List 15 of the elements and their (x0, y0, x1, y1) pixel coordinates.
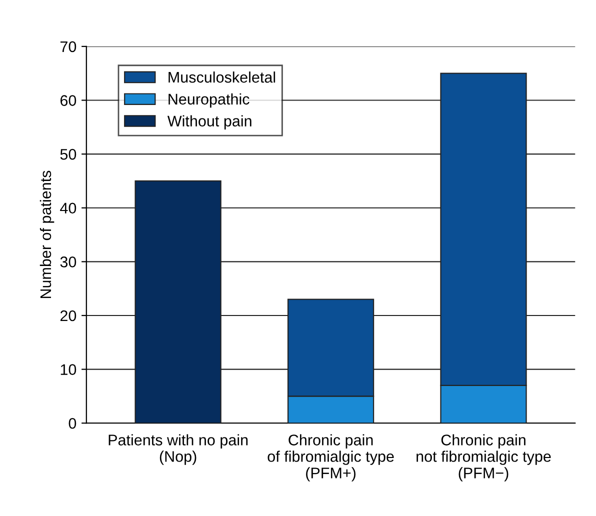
y-tick-label: 20 (60, 310, 76, 322)
legend-label: Musculoskeletal (168, 71, 276, 83)
y-axis-title: Number of patients (40, 170, 54, 298)
legend-label: Neuropathic (168, 93, 250, 108)
x-tick-label: Chronic pain of fibromialgic type (PFM+) (268, 434, 394, 482)
y-tick-label: 0 (68, 418, 76, 429)
y-tick-label: 50 (60, 148, 76, 160)
legend-label: Without pain (167, 115, 252, 130)
y-tick-label: 70 (60, 41, 76, 52)
x-tick-label: Chronic pain not fibromialgic type (PFM−) (416, 434, 551, 482)
y-tick-label: 30 (60, 256, 76, 268)
y-tick-label: 40 (60, 202, 76, 214)
x-tick-label: Patients with no pain (Nop) (108, 434, 248, 465)
y-tick-label: 10 (60, 364, 76, 375)
y-tick-label: 60 (60, 95, 76, 106)
